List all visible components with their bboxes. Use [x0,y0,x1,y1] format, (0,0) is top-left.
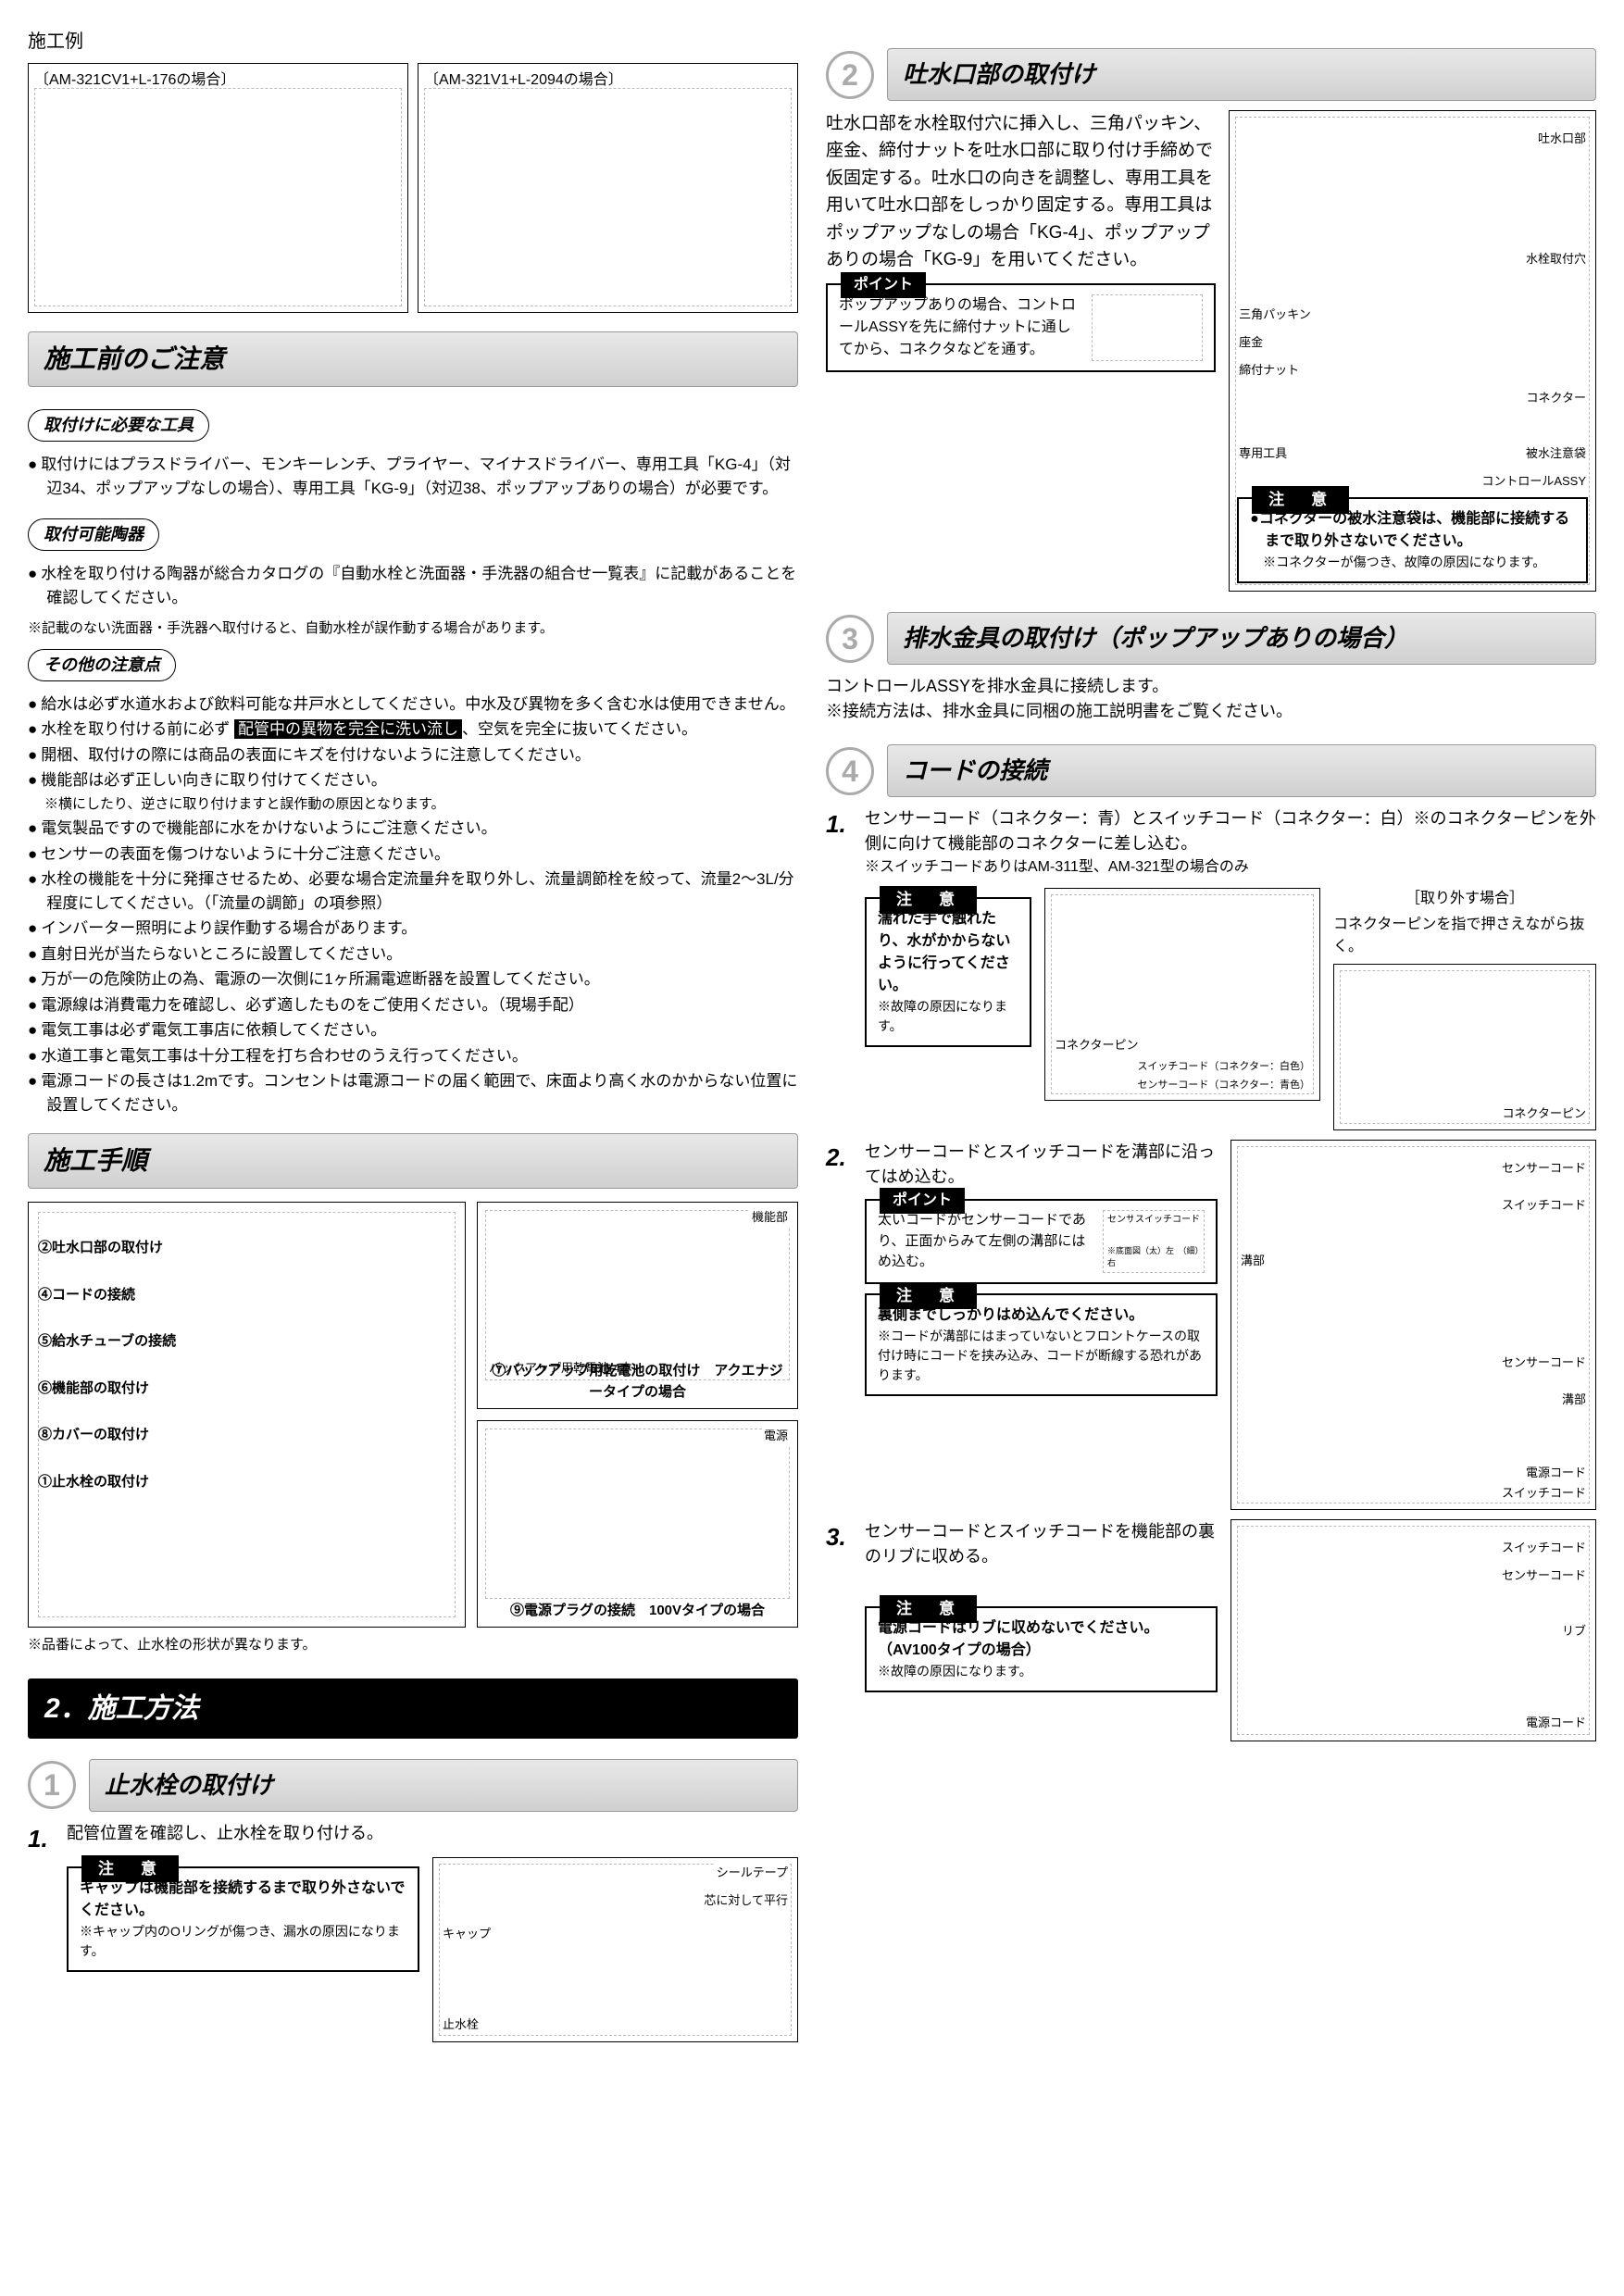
tools-text: 取付けにはプラスドライバー、モンキーレンチ、プライヤー、マイナスドライバー、専用… [28,453,798,500]
step4-1-removal-text: コネクターピンを指で押さえながら抜く。 [1333,914,1596,958]
other-item: 電源コードの長さは1.2mです。コンセントは電源コードの届く範囲で、床面より高く… [28,1069,798,1117]
step1-number: 1 [28,1761,76,1809]
step4-3-num: 3. [826,1519,854,1741]
example1-title: 〔AM-321CV1+L-176の場合〕 [34,72,235,88]
step4-1-note: ※スイッチコードありはAM-311型、AM-321型の場合のみ [865,856,1596,879]
other-item: 直射日光が当たらないところに設置してください。 [28,942,798,967]
example2-title: 〔AM-321V1+L-2094の場合〕 [424,72,623,88]
other-item: 水栓の機能を十分に発揮させるため、必要な場合定流量弁を取り外し、流量調節栓を絞っ… [28,867,798,915]
step4-2-point: ポイント 太いコードがセンサーコードであり、正面からみて左側の溝部にはめ込む。 … [865,1199,1218,1284]
step3-text2: ※接続方法は、排水金具に同梱の施工説明書をご覧ください。 [826,699,1596,724]
step2-title: 吐水口部の取付け [887,48,1596,101]
step4-2-text: センサーコードとスイッチコードを溝部に沿ってはめ込む。 [865,1140,1218,1190]
step1-1-num: 1. [28,1821,56,2042]
pottery-note: ※記載のない洗面器・手洗器へ取付けると、自動水栓が誤作動する場合があります。 [28,618,798,640]
step1-1-text: 配管位置を確認し、止水栓を取り付ける。 [67,1821,798,1846]
step4-title: コードの接続 [887,744,1596,797]
procedure-sub2: 電源 ⑨電源プラグの接続 100Vタイプの場合 [477,1420,798,1628]
step4-2-caution: 注 意 裏側までしっかりはめ込んでください。 ※コードが溝部にはまっていないとフ… [865,1293,1218,1396]
step4-1-removal-title: ［取り外す場合］ [1333,888,1596,910]
other-item: 開梱、取付けの際には商品の表面にキズを付けないように注意してください。 [28,743,798,767]
examples-label: 施工例 [28,28,798,56]
step4-3-caution: 注 意 電源コードはリブに収めないでください。（AV100タイプの場合） ※故障… [865,1606,1218,1692]
other-item: インバーター照明により誤作動する場合があります。 [28,917,798,941]
step4-3-diagram: スイッチコード センサーコード リブ 電源コード [1230,1519,1596,1741]
procedure-note: ※品番によって、止水栓の形状が異なります。 [28,1635,798,1656]
step2-diagram: 吐水口部 水栓取付穴 三角パッキン 座金 締付ナット 専用工具 コネクター 被水… [1229,110,1596,592]
step4-2-num: 2. [826,1140,854,1510]
step3-number: 3 [826,615,874,663]
other-item: 電気製品ですので機能部に水をかけないようにご注意ください。 [28,817,798,841]
step3-title: 排水金具の取付け（ポップアップありの場合） [887,612,1596,665]
step2-point: ポイント ポップアップありの場合、コントロールASSYを先に締付ナットに通してか… [826,283,1216,372]
step1-caution: 注 意 キャップは機能部を接続するまで取り外さないでください。 ※キャップ内のO… [67,1866,419,1972]
step1-diagram: シールテープ 芯に対して平行 キャップ 止水栓 [432,1857,798,2042]
step4-2-diagram: センサーコード スイッチコード 溝部 センサーコード 溝部 電源コード スイッチ… [1230,1140,1596,1510]
method-header: 2．施工方法 [28,1678,798,1739]
other-item: 電気工事は必ず電気工事店に依頼してください。 [28,1018,798,1042]
example2-diagram: 〔AM-321V1+L-2094の場合〕 [418,63,798,313]
pottery-text: 水栓を取り付ける陶器が総合カタログの『自動水栓と洗面器・手洗器の組合せ一覧表』に… [28,562,798,609]
other-label: その他の注意点 [28,649,176,681]
step4-1-caution: 注 意 濡れた手で触れたり、水がかからないように行ってください。 ※故障の原因に… [865,897,1031,1047]
pottery-label: 取付可能陶器 [28,518,159,551]
other-item: 水栓を取り付ける前に必ず 配管中の異物を完全に洗い流し、空気を完全に抜いてくださ… [28,718,798,742]
step4-1-text: センサーコード（コネクター：青）とスイッチコード（コネクター：白）※のコネクター… [865,806,1596,856]
step4-1-diagram-b: コネクターピン [1333,964,1596,1130]
procedure-header: 施工手順 [28,1133,798,1189]
procedure-diagram: ②吐水口部の取付け④コードの接続⑤給水チューブの接続⑥機能部の取付け⑧カバーの取… [28,1202,466,1628]
example1-diagram: 〔AM-321CV1+L-176の場合〕 [28,63,408,313]
other-item: センサーの表面を傷つけないように十分ご注意ください。 [28,842,798,867]
step4-3-text: センサーコードとスイッチコードを機能部の裏のリブに収める。 [865,1519,1218,1569]
step4-1-num: 1. [826,806,854,1130]
step2-number: 2 [826,51,874,99]
step1-title: 止水栓の取付け [89,1759,798,1812]
other-item: 電源線は消費電力を確認し、必ず適したものをご使用ください。（現場手配） [28,993,798,1017]
procedure-sub1: 機能部 バックアップ用乾電池(4本) ⑦バックアップ用乾電池の取付け アクエナジ… [477,1202,798,1409]
step4-1-diagram-a: コネクターピン スイッチコード（コネクター：白色） センサーコード（コネクター：… [1044,888,1320,1101]
other-item: 万が一の危険防止の為、電源の一次側に1ヶ所漏電遮断器を設置してください。 [28,967,798,992]
pre-caution-header: 施工前のご注意 [28,331,798,387]
other-item: 機能部は必ず正しい向きに取り付けてください。 [28,768,798,792]
step2-text: 吐水口部を水栓取付穴に挿入し、三角パッキン、座金、締付ナットを吐水口部に取り付け… [826,110,1216,274]
other-list: 給水は必ず水道水および飲料可能な井戸水としてください。中水及び異物を多く含む水は… [28,693,798,1117]
step3-text1: コントロールASSYを排水金具に接続します。 [826,674,1596,699]
other-item: 給水は必ず水道水および飲料可能な井戸水としてください。中水及び異物を多く含む水は… [28,693,798,717]
step4-number: 4 [826,747,874,795]
tools-label: 取付けに必要な工具 [28,409,209,442]
other-item: 水道工事と電気工事は十分工程を打ち合わせのうえ行ってください。 [28,1044,798,1068]
